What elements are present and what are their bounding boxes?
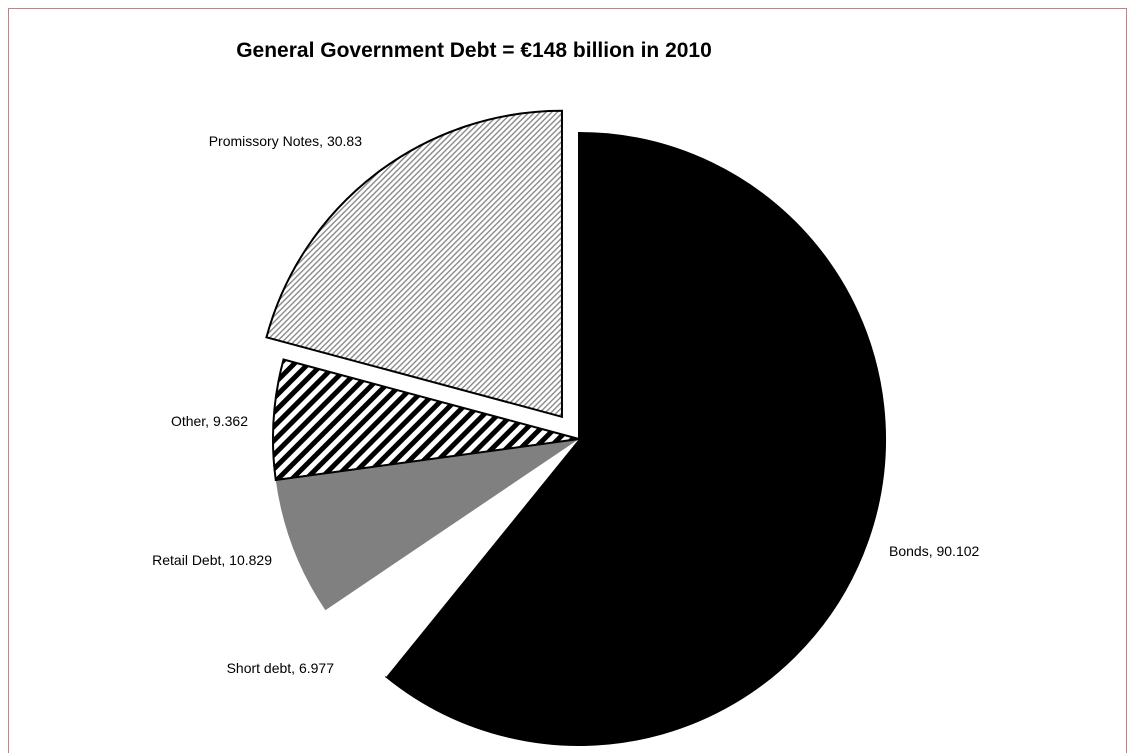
chart-title: General Government Debt = €148 billion i… (236, 39, 712, 62)
slice-short-debt (325, 439, 579, 677)
label-bonds: Bonds, 90.102 (889, 543, 980, 559)
label-other: Other, 9.362 (171, 413, 248, 429)
slice-labels: Bonds, 90.102 Short debt, 6.977 Retail Deb… (152, 133, 979, 676)
pie-chart: General Government Debt = €148 billion i… (152, 39, 980, 746)
slice-other (272, 358, 580, 482)
label-promissory-notes: Promissory Notes, 30.83 (209, 133, 362, 149)
pie-slices (265, 109, 886, 746)
slice-bonds (384, 131, 886, 746)
label-short-debt: Short debt, 6.977 (227, 660, 335, 676)
chart-frame: General Government Debt = €148 billion i… (8, 8, 1127, 753)
slice-promissory-notes (265, 109, 563, 419)
slice-retail-debt (275, 439, 579, 611)
label-retail-debt: Retail Debt, 10.829 (152, 552, 272, 568)
